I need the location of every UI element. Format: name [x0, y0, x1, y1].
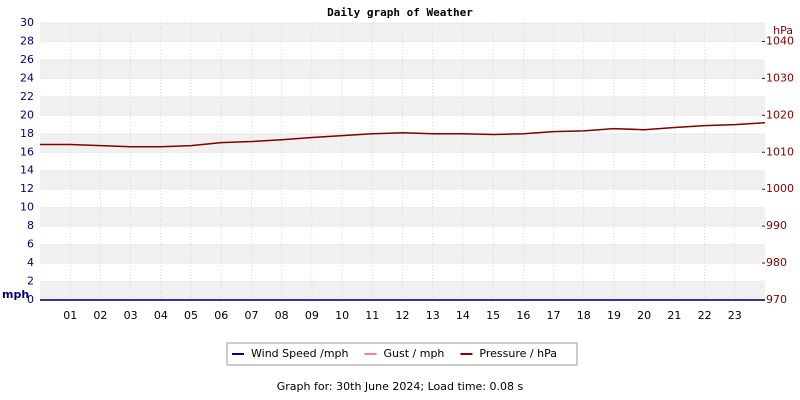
- y-tick-label: 30: [20, 16, 34, 29]
- y-tick-label: 16: [20, 145, 34, 158]
- x-tick-label: 06: [214, 309, 228, 322]
- y-tick-label: 22: [20, 90, 34, 103]
- x-tick-label: 16: [516, 309, 530, 322]
- y-tick-label: 6: [27, 238, 34, 251]
- x-tick-label: 18: [577, 309, 591, 322]
- x-tick-label: 19: [607, 309, 621, 322]
- y-tick-label: 10: [20, 201, 34, 214]
- x-tick-label: 20: [637, 309, 651, 322]
- x-tick-label: 22: [698, 309, 712, 322]
- y-tick-label: 2: [27, 275, 34, 288]
- grid-band: [40, 59, 765, 79]
- x-tick-label: 17: [547, 309, 561, 322]
- x-tick-label: 10: [335, 309, 349, 322]
- x-tick-label: 23: [728, 309, 742, 322]
- series-line: [40, 121, 766, 148]
- x-tick-label: 21: [667, 309, 681, 322]
- y-tick-label: 8: [27, 219, 34, 232]
- x-tick-label: 09: [305, 309, 319, 322]
- x-tick-label: 12: [396, 309, 410, 322]
- y-tick-label: 18: [20, 127, 34, 140]
- y2-tick-label: 1000: [766, 182, 794, 195]
- x-tick-label: 02: [93, 309, 107, 322]
- y2-tick-label: 1030: [766, 71, 794, 84]
- y2-axis-label: hPa: [773, 24, 793, 37]
- x-tick-label: 03: [124, 309, 138, 322]
- legend-label: Gust / mph: [384, 347, 445, 360]
- y2-tick-label: 1020: [766, 108, 794, 121]
- y-tick-label: 20: [20, 108, 34, 121]
- y-tick-label: 12: [20, 182, 34, 195]
- y-tick-label: 14: [20, 164, 34, 177]
- y-tick-label: 24: [20, 71, 34, 84]
- y-tick-label: 28: [20, 34, 34, 47]
- y2-tick-label: 1010: [766, 145, 794, 158]
- y2-tick-label: 970: [766, 293, 787, 306]
- grid-band: [40, 207, 765, 227]
- x-tick-label: 15: [486, 309, 500, 322]
- chart-title: Daily graph of Weather: [327, 6, 473, 19]
- legend-label: Wind Speed /mph: [251, 347, 349, 360]
- y2-tick-label: 980: [766, 256, 787, 269]
- legend-label: Pressure / hPa: [479, 347, 557, 360]
- x-tick-label: 01: [63, 309, 77, 322]
- x-tick-label: 14: [456, 309, 470, 322]
- y-axis-label: mph: [2, 288, 29, 301]
- x-tick-label: 07: [244, 309, 258, 322]
- y2-tick-label: 1040: [766, 34, 794, 47]
- x-tick-label: 08: [275, 309, 289, 322]
- grid-band: [40, 244, 765, 264]
- y-tick-label: 4: [27, 256, 34, 269]
- footer: Graph for: 30th June 2024; Load time: 0.…: [277, 380, 524, 393]
- x-tick-label: 05: [184, 309, 198, 322]
- y2-tick-label: 990: [766, 219, 787, 232]
- grid-band: [40, 96, 765, 116]
- y-tick-label: 0: [27, 293, 34, 306]
- x-tick-label: 11: [365, 309, 379, 322]
- x-tick-label: 13: [426, 309, 440, 322]
- legend-box: [226, 342, 578, 366]
- y-tick-label: 26: [20, 53, 34, 66]
- x-tick-label: 04: [154, 309, 168, 322]
